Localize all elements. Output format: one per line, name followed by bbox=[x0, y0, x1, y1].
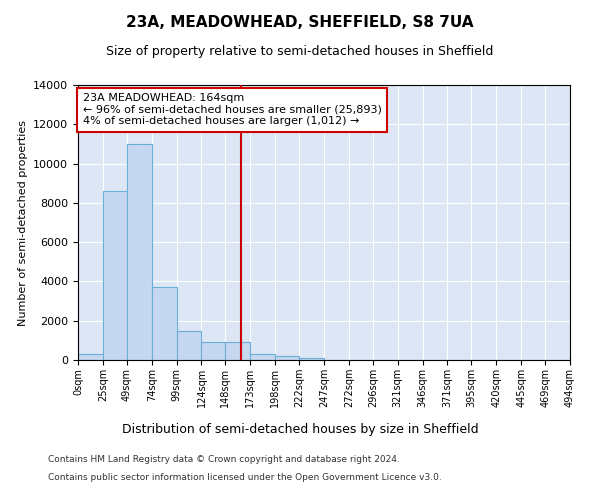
Bar bbox=[299, 358, 324, 360]
Text: 23A, MEADOWHEAD, SHEFFIELD, S8 7UA: 23A, MEADOWHEAD, SHEFFIELD, S8 7UA bbox=[126, 15, 474, 30]
Bar bbox=[275, 356, 299, 360]
Bar bbox=[152, 288, 176, 360]
Text: Distribution of semi-detached houses by size in Sheffield: Distribution of semi-detached houses by … bbox=[122, 422, 478, 436]
Text: 23A MEADOWHEAD: 164sqm
← 96% of semi-detached houses are smaller (25,893)
4% of : 23A MEADOWHEAD: 164sqm ← 96% of semi-det… bbox=[83, 93, 382, 126]
Bar bbox=[176, 330, 202, 360]
Bar bbox=[226, 342, 250, 360]
Bar bbox=[250, 354, 275, 360]
Text: Contains public sector information licensed under the Open Government Licence v3: Contains public sector information licen… bbox=[48, 472, 442, 482]
Y-axis label: Number of semi-detached properties: Number of semi-detached properties bbox=[17, 120, 28, 326]
Bar bbox=[202, 342, 226, 360]
Bar bbox=[127, 144, 152, 360]
Bar bbox=[78, 354, 103, 360]
Text: Contains HM Land Registry data © Crown copyright and database right 2024.: Contains HM Land Registry data © Crown c… bbox=[48, 455, 400, 464]
Text: Size of property relative to semi-detached houses in Sheffield: Size of property relative to semi-detach… bbox=[106, 45, 494, 58]
Bar bbox=[103, 191, 127, 360]
